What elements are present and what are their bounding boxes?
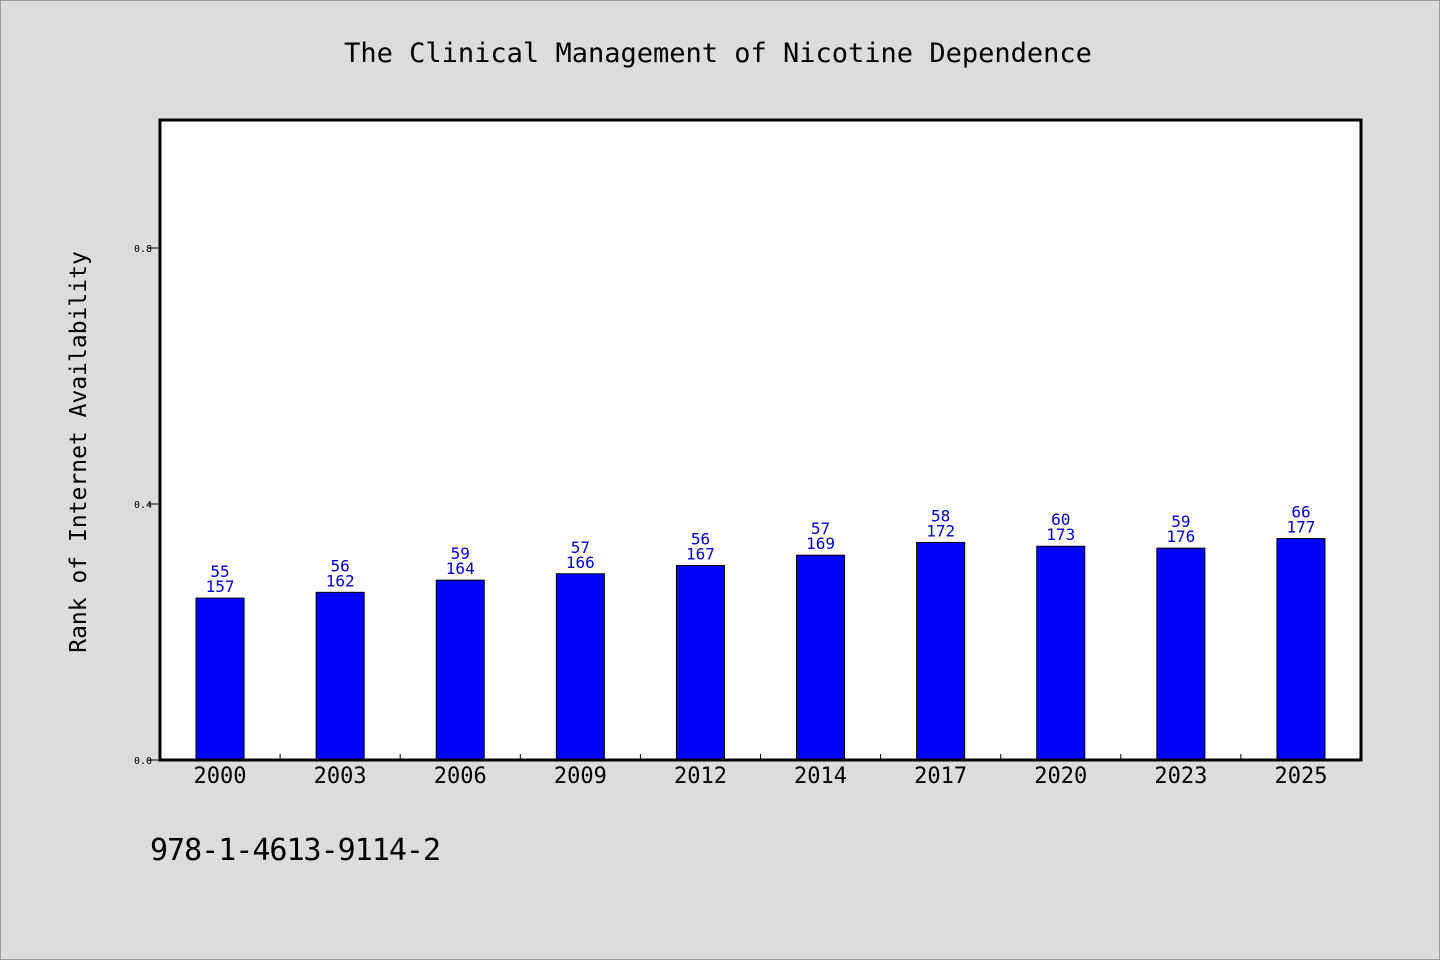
bar [1276, 538, 1326, 761]
bar-label-top: 59 [1171, 512, 1190, 531]
bar-label-top: 59 [451, 544, 470, 563]
bar [315, 591, 365, 761]
bar-label-bottom: 167 [686, 544, 715, 563]
bar-label-top: 56 [691, 529, 710, 548]
bar-label-top: 58 [931, 506, 950, 525]
bar-label-bottom: 169 [806, 534, 835, 553]
bar-label-top: 60 [1051, 510, 1070, 529]
bar-label-bottom: 157 [206, 577, 235, 596]
bar-label-top: 55 [210, 562, 229, 581]
plot-border [158, 118, 1363, 762]
bar [675, 564, 725, 761]
bar-label-bottom: 166 [566, 553, 595, 572]
bar [195, 597, 245, 761]
bar-label-top: 66 [1291, 503, 1310, 522]
bar-label-bottom: 173 [1046, 525, 1075, 544]
x-tick-label: 2017 [914, 764, 967, 789]
bar [796, 554, 846, 761]
bar [1156, 547, 1206, 761]
bar-label-bottom: 164 [446, 559, 475, 578]
x-tick-label: 2023 [1154, 764, 1207, 789]
x-tick-label: 2009 [554, 764, 607, 789]
y-tick-label: 0.8 [134, 244, 152, 255]
bar-label-top: 56 [331, 556, 350, 575]
x-tick-label: 2020 [1034, 764, 1087, 789]
bar [916, 541, 966, 761]
x-tick-label: 2012 [674, 764, 727, 789]
y-axis-label: Rank of Internet Availability [66, 251, 92, 653]
x-tick-label: 2006 [434, 764, 487, 789]
bar-label-bottom: 172 [926, 521, 955, 540]
x-tick-label: 2000 [194, 764, 247, 789]
x-tick-label: 2014 [794, 764, 847, 789]
bar [435, 579, 485, 761]
bar-label-bottom: 162 [326, 571, 355, 590]
y-tick-label: 0.4 [134, 500, 152, 511]
bar-label-bottom: 176 [1166, 527, 1195, 546]
bar [555, 573, 605, 761]
bar-label-top: 57 [571, 538, 590, 557]
chart-title: The Clinical Management of Nicotine Depe… [344, 38, 1092, 69]
x-tick-label: 2003 [314, 764, 367, 789]
y-tick-label: 0.0 [134, 756, 152, 767]
isbn-footer: 978-1-4613-9114-2 [150, 833, 441, 868]
bar-label-bottom: 177 [1286, 518, 1315, 537]
bar [1036, 545, 1086, 761]
bar-label-top: 57 [811, 519, 830, 538]
x-tick-label: 2025 [1274, 764, 1327, 789]
